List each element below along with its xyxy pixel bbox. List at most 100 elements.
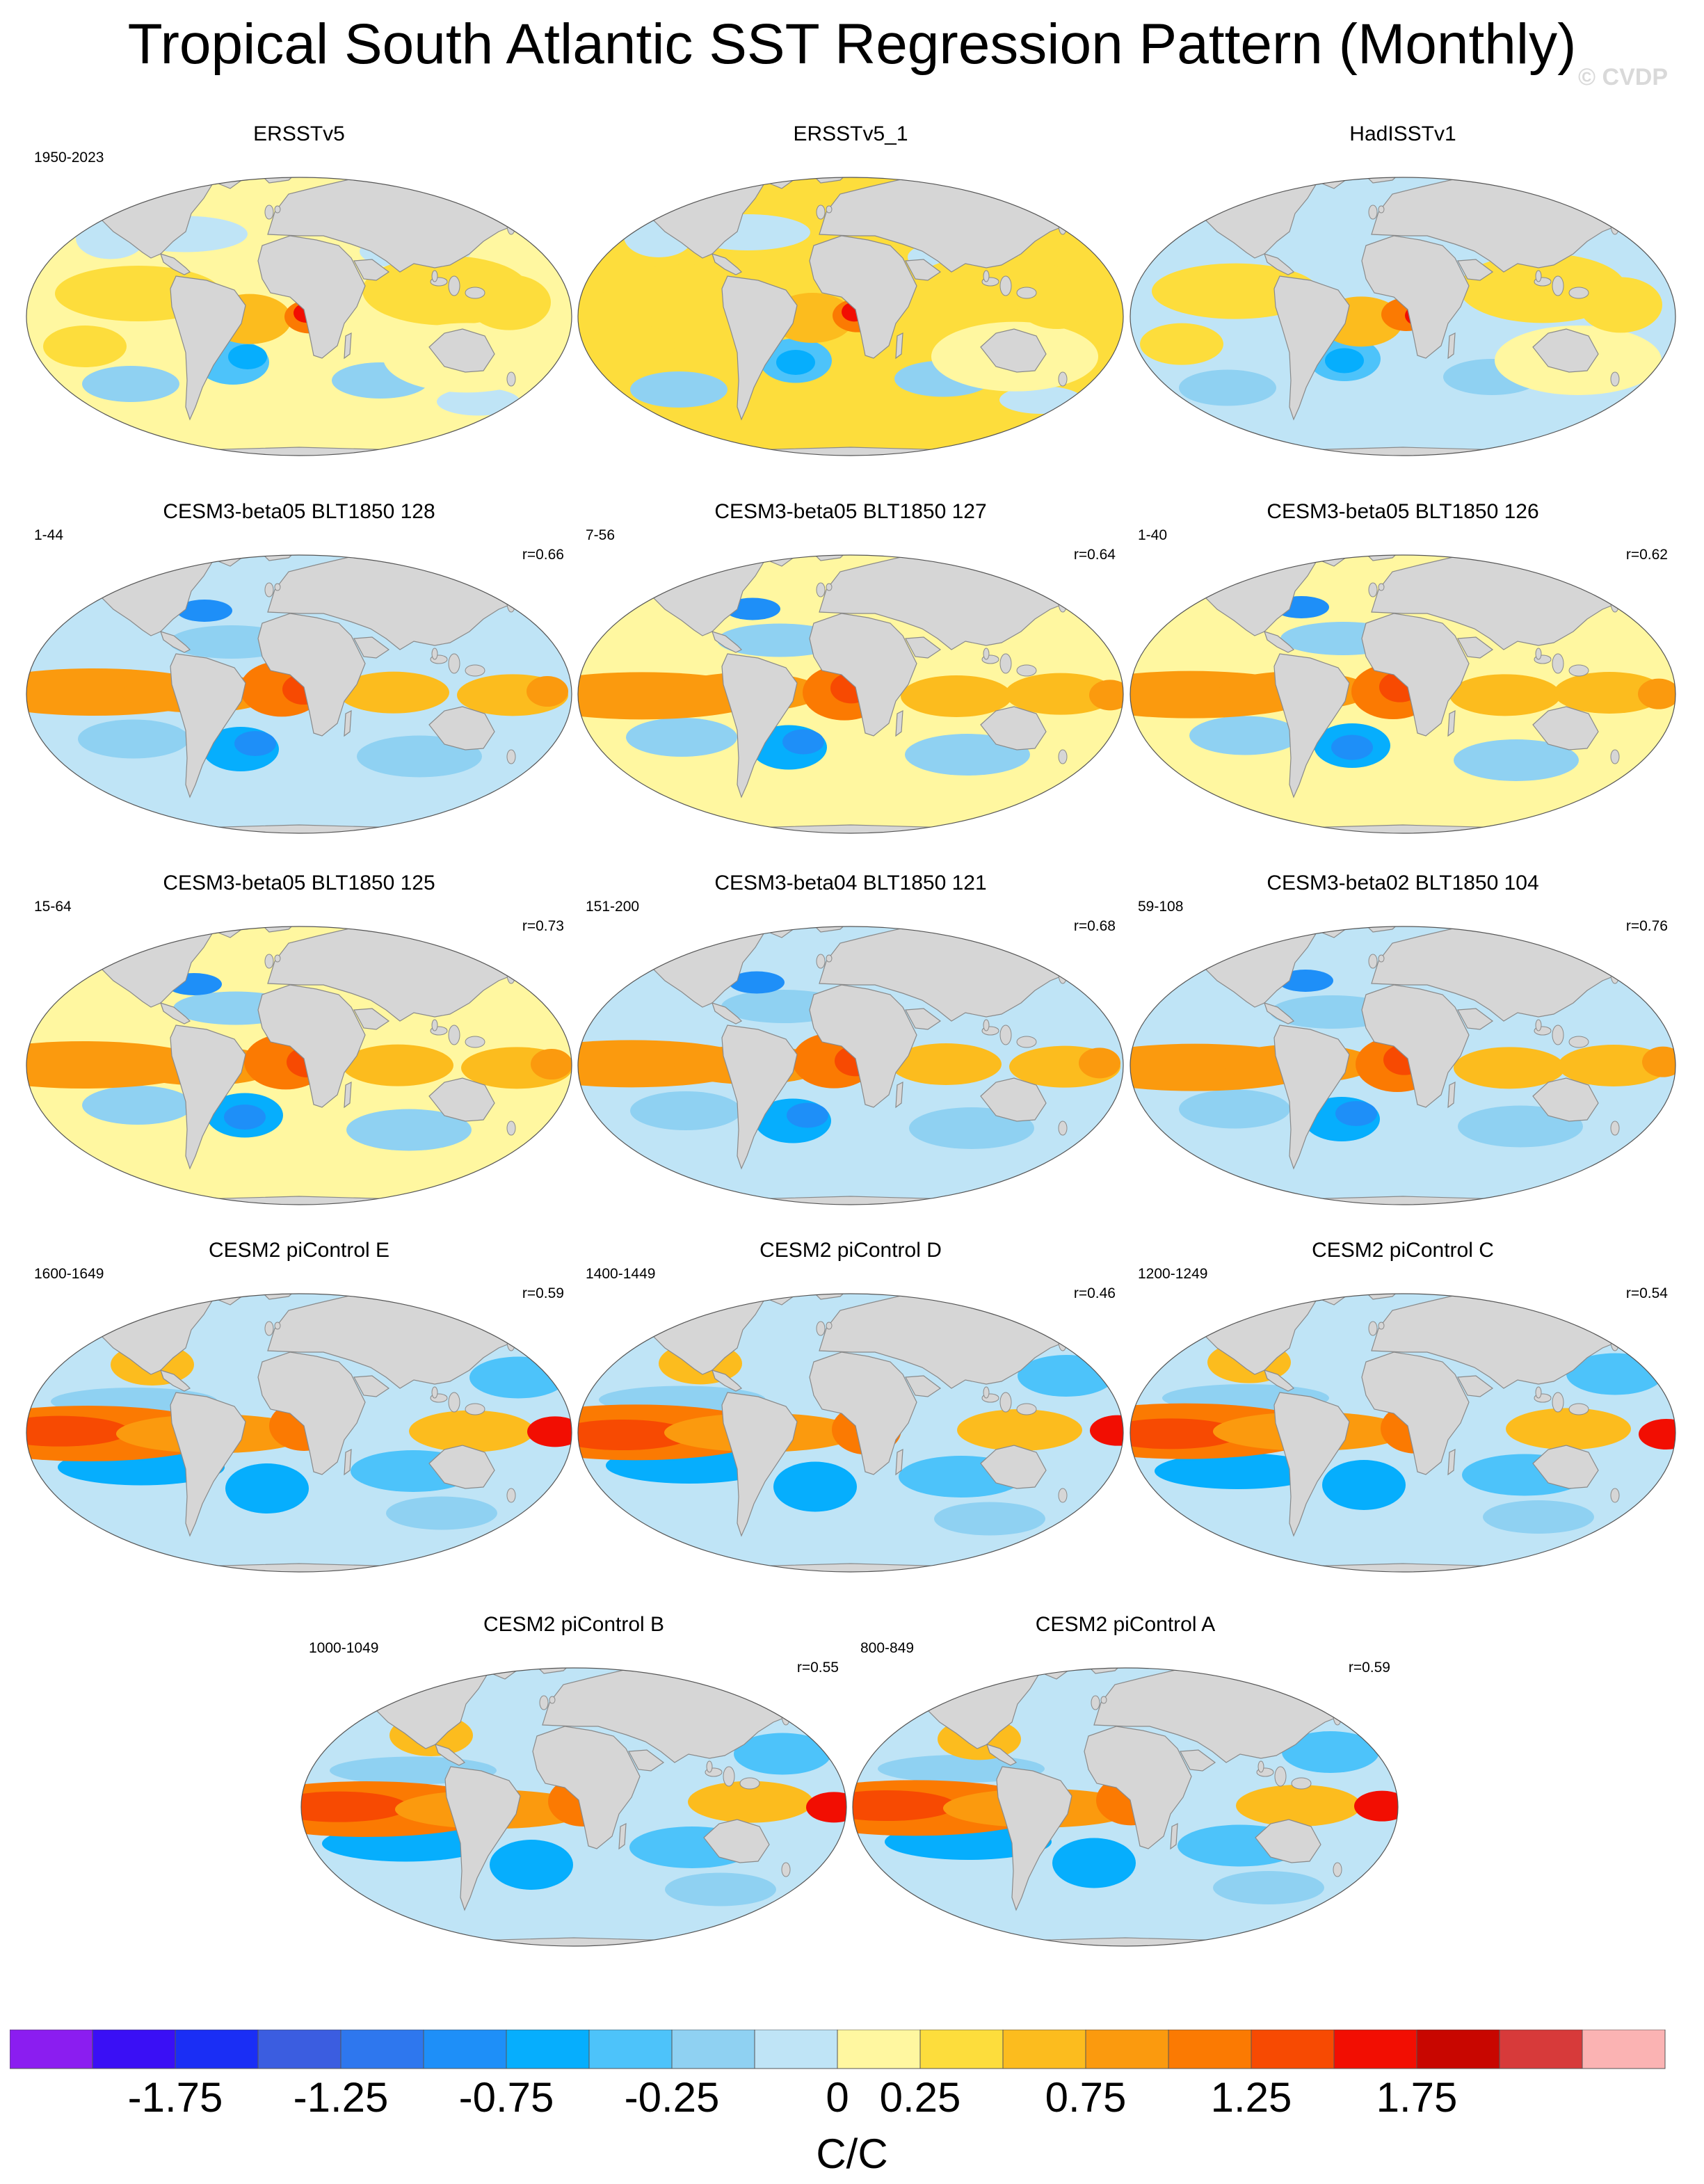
colorbar-swatch bbox=[1333, 2030, 1417, 2069]
map-panel-6: CESM3-beta05 BLT1850 125 15-64 r=0.73 bbox=[24, 871, 574, 1232]
cool-anomaly-region bbox=[82, 1086, 193, 1125]
map-boundary bbox=[1130, 554, 1676, 834]
warm-anomaly-region bbox=[1642, 1046, 1675, 1077]
panel-period: 1200-1249 bbox=[1138, 1266, 1208, 1282]
land-mass bbox=[1447, 709, 1456, 737]
land-mass bbox=[905, 259, 942, 281]
panel-title: CESM3-beta04 BLT1850 121 bbox=[714, 872, 987, 894]
land-mass bbox=[1363, 926, 1404, 933]
panel-title: CESM3-beta05 BLT1850 126 bbox=[1267, 500, 1539, 523]
island bbox=[1610, 1488, 1620, 1503]
land-mass bbox=[259, 1294, 300, 1300]
warm-anomaly-region bbox=[890, 1043, 1002, 1085]
land-mass bbox=[809, 613, 917, 737]
island bbox=[1610, 1121, 1620, 1136]
land-mass bbox=[703, 1819, 770, 1863]
land-mass bbox=[895, 709, 903, 737]
colorbar-swatch bbox=[754, 2030, 838, 2069]
warm-anomaly-region bbox=[1454, 1047, 1565, 1089]
cool-anomaly-region bbox=[630, 1091, 741, 1130]
cool-anomaly-region bbox=[1213, 1871, 1324, 1904]
panel-correlation: r=0.59 bbox=[522, 1285, 564, 1301]
land-mass bbox=[811, 177, 852, 184]
land-mass bbox=[344, 709, 352, 737]
panel-correlation: r=0.76 bbox=[1625, 918, 1668, 934]
cool-anomaly-region bbox=[1179, 369, 1276, 406]
colorbar-units: C/C bbox=[816, 2130, 888, 2177]
island bbox=[1058, 1488, 1068, 1503]
panel-correlation: r=0.62 bbox=[1625, 547, 1668, 563]
warm-anomaly-region bbox=[467, 274, 551, 330]
land-mass bbox=[1273, 1392, 1350, 1537]
land-mass bbox=[628, 1749, 665, 1772]
cool-anomaly-region bbox=[934, 1502, 1045, 1536]
island bbox=[1535, 1019, 1542, 1031]
island bbox=[1257, 1760, 1264, 1773]
cool-anomaly-region bbox=[82, 366, 179, 402]
island bbox=[1058, 592, 1068, 613]
land-mass bbox=[712, 631, 743, 653]
land-mass bbox=[980, 1445, 1047, 1489]
figure-title: Tropical South Atlantic SST Regression P… bbox=[127, 13, 1577, 76]
map-boundary bbox=[26, 177, 572, 456]
island bbox=[274, 1322, 281, 1330]
island bbox=[706, 1760, 713, 1773]
island bbox=[1610, 592, 1620, 613]
regression-map bbox=[300, 1667, 847, 1947]
land-mass bbox=[1363, 177, 1404, 184]
panel-period: 1600-1649 bbox=[34, 1266, 104, 1282]
island bbox=[1552, 1392, 1564, 1413]
warm-anomaly-region bbox=[26, 1415, 129, 1447]
land-mass bbox=[160, 1002, 191, 1025]
land-mass bbox=[905, 1008, 942, 1030]
land-mass bbox=[712, 253, 743, 275]
colorbar-swatch bbox=[1085, 2030, 1169, 2069]
panel-title: CESM3-beta05 BLT1850 125 bbox=[163, 872, 435, 894]
land-mass bbox=[811, 926, 852, 933]
panel-title: CESM3-beta05 BLT1850 127 bbox=[714, 500, 987, 523]
warm-anomaly-region bbox=[1579, 277, 1662, 333]
map-boundary bbox=[26, 926, 572, 1205]
island bbox=[816, 582, 826, 597]
cool-anomaly-region bbox=[1325, 348, 1364, 374]
panel-period: 1400-1449 bbox=[586, 1266, 656, 1282]
land-mass bbox=[1457, 1008, 1494, 1030]
land-mass bbox=[1264, 253, 1295, 275]
warm-anomaly-region bbox=[43, 326, 127, 367]
colorbar-swatch bbox=[1168, 2030, 1252, 2069]
regression-map bbox=[577, 177, 1124, 456]
cool-anomaly-region bbox=[782, 729, 824, 755]
island bbox=[1368, 582, 1378, 597]
island bbox=[1568, 1403, 1589, 1415]
land-mass bbox=[428, 1445, 495, 1489]
cool-anomaly-region bbox=[346, 1109, 472, 1151]
land-mass bbox=[170, 653, 246, 798]
map-panel-12: CESM2 piControl B 1000-1049 r=0.55 bbox=[299, 1612, 849, 1974]
regression-map bbox=[577, 554, 1124, 834]
map-boundary bbox=[577, 554, 1124, 834]
island bbox=[1610, 214, 1620, 235]
panel-period: 1-44 bbox=[34, 527, 64, 543]
warm-anomaly-region bbox=[1506, 1408, 1631, 1450]
island bbox=[448, 653, 460, 674]
panel-title: CESM2 piControl C bbox=[1312, 1239, 1494, 1262]
cool-anomaly-region bbox=[1322, 1460, 1406, 1510]
panel-title: ERSSTv5_1 bbox=[793, 122, 908, 145]
colorbar-swatch bbox=[671, 2030, 755, 2069]
island bbox=[1091, 1695, 1100, 1710]
island bbox=[448, 1392, 460, 1413]
map-panel-7: CESM3-beta04 BLT1850 121 151-200 r=0.68 bbox=[576, 871, 1125, 1232]
land-mass bbox=[170, 1392, 246, 1537]
island bbox=[539, 1695, 549, 1710]
map-panel-3: CESM3-beta05 BLT1850 128 1-44 r=0.66 bbox=[24, 499, 574, 861]
land-mass bbox=[809, 235, 917, 359]
warm-anomaly-region bbox=[1015, 273, 1099, 329]
land-mass bbox=[259, 555, 300, 561]
map-boundary bbox=[1130, 926, 1676, 1205]
land-mass bbox=[1361, 1351, 1470, 1475]
island bbox=[1535, 1386, 1542, 1399]
cool-anomaly-region bbox=[1282, 1731, 1379, 1773]
regression-map bbox=[1130, 926, 1676, 1205]
island bbox=[1610, 749, 1620, 764]
land-mass bbox=[1180, 1749, 1216, 1772]
